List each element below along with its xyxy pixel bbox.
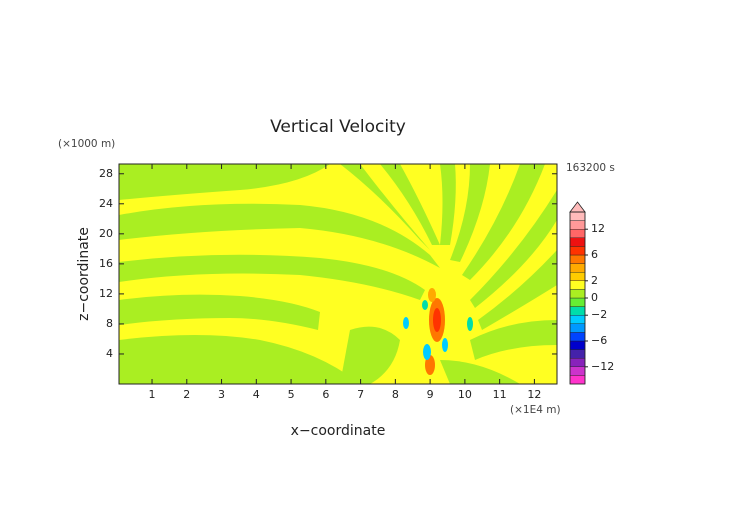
colorbar-band	[569, 297, 586, 307]
y-axis-title: z−coordinate	[76, 227, 92, 321]
y-tick-label: 20	[99, 227, 113, 240]
x-tick-label: 3	[218, 388, 225, 401]
contour-field	[119, 164, 557, 384]
plot-frame	[118, 163, 558, 385]
colorbar-band	[569, 375, 586, 385]
colorbar-band	[569, 272, 586, 282]
y-tick-label: 16	[99, 257, 113, 270]
colorbar-band	[569, 332, 586, 342]
time-label: 163200 s	[566, 162, 615, 174]
colorbar-band	[569, 280, 586, 290]
colorbar-band	[569, 306, 586, 316]
x-tick-label: 11	[493, 388, 507, 401]
colorbar-band	[569, 315, 586, 325]
y-unit: (×1000 m)	[58, 138, 115, 150]
x-tick-label: 2	[183, 388, 190, 401]
colorbar-band	[569, 358, 586, 368]
field-bands	[119, 164, 557, 384]
colorbar-band	[569, 263, 586, 273]
x-tick-label: 9	[427, 388, 434, 401]
colorbar-tick-label: 2	[591, 274, 598, 287]
x-tick-label: 1	[149, 388, 156, 401]
colorbar-band	[569, 349, 586, 359]
colorbar-band	[569, 228, 586, 238]
y-tick-label: 8	[106, 317, 113, 330]
colorbar-extend	[569, 201, 586, 213]
x-tick-label: 10	[458, 388, 472, 401]
colorbar-band	[569, 289, 586, 299]
colorbar-band	[569, 340, 586, 350]
x-tick-label: 6	[322, 388, 329, 401]
colorbar-tick-label: −2	[591, 308, 607, 321]
colorbar-band	[569, 323, 586, 333]
y-tick-label: 24	[99, 197, 113, 210]
x-tick-label: 8	[392, 388, 399, 401]
field-cells	[403, 288, 473, 375]
y-tick-label: 4	[106, 347, 113, 360]
y-tick-label: 28	[99, 167, 113, 180]
colorbar-tick-label: 6	[591, 248, 598, 261]
colorbar-band	[569, 237, 586, 247]
colorbar-band	[569, 220, 586, 230]
colorbar-tick-label: −12	[591, 360, 614, 373]
colorbar-tick-label: 12	[591, 222, 605, 235]
y-tick-label: 12	[99, 287, 113, 300]
x-axis-title: x−coordinate	[291, 423, 386, 439]
colorbar-band	[569, 254, 586, 264]
colorbar-tick-label: 0	[591, 291, 598, 304]
colorbar-tick-label: −6	[591, 334, 607, 347]
x-tick-label: 7	[357, 388, 364, 401]
chart-title: Vertical Velocity	[270, 117, 406, 137]
x-unit: (×1E4 m)	[510, 404, 561, 416]
colorbar-band	[569, 366, 586, 376]
x-tick-label: 12	[527, 388, 541, 401]
colorbar-band	[569, 211, 586, 221]
x-tick-label: 4	[253, 388, 260, 401]
colorbar-band	[569, 246, 586, 256]
x-tick-label: 5	[288, 388, 295, 401]
